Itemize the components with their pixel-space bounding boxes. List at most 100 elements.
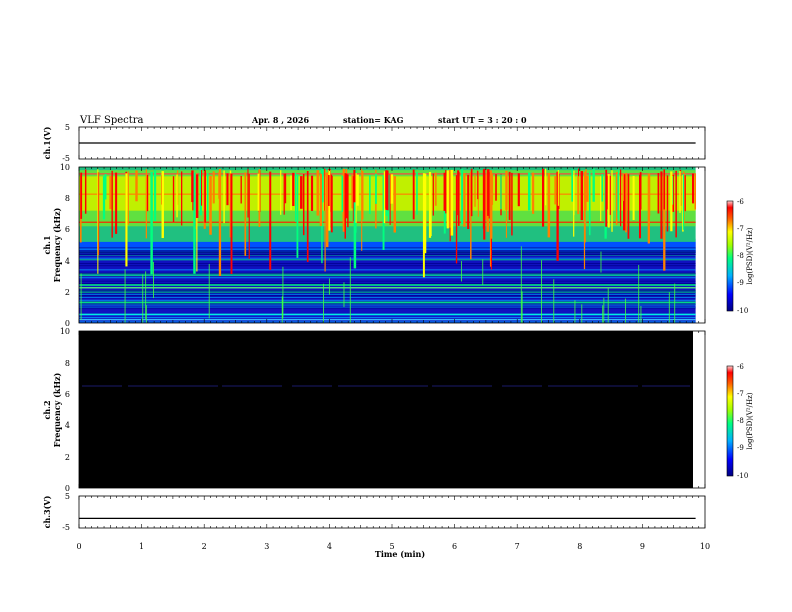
ch2-freq-tick-6: 6 — [65, 390, 70, 399]
ch1-spike — [553, 279, 555, 323]
ch2-cb-tick-m9: -9 — [737, 444, 744, 452]
ch1-burst — [620, 169, 622, 227]
ch1-low-band-streak — [79, 251, 696, 253]
ch1-burst — [345, 173, 348, 219]
ch1-burst — [204, 170, 206, 223]
ch1-low-band-streak — [79, 307, 696, 309]
ch1-spike — [282, 266, 284, 319]
ch1-burst — [104, 173, 107, 200]
x-tick-label: 8 — [577, 542, 582, 551]
ch1-burst — [558, 174, 560, 210]
ch1-burst — [191, 170, 194, 203]
ch1-burst — [422, 173, 425, 278]
ch1-burst — [554, 175, 557, 205]
ch1-burst — [294, 172, 297, 222]
ch2-cb-tick-m8: -8 — [737, 417, 744, 425]
ch1-burst — [585, 169, 587, 211]
ch1-burst — [692, 173, 695, 204]
ch3-ytick-bottom: -5 — [62, 523, 70, 532]
ch2-cb-tick-m10: -10 — [737, 472, 748, 480]
ch1-burst — [505, 175, 507, 238]
ch1-cb-tick-m7: -7 — [737, 225, 744, 233]
ch1-burst — [450, 169, 454, 236]
ch3-ytick-top: 5 — [65, 492, 70, 501]
ch1-burst — [541, 168, 545, 227]
ch1-burst — [356, 174, 359, 206]
ch1-burst — [618, 169, 620, 221]
ch1-cb-tick-m10: -10 — [737, 307, 748, 315]
ch1-burst — [443, 172, 446, 211]
ch1-tone-line — [79, 319, 696, 321]
ch1-low-band-streak — [79, 293, 696, 295]
ch1-low-band-streak — [79, 273, 696, 275]
ch1-spike — [640, 305, 642, 323]
ch1-burst — [292, 172, 295, 206]
ch1-burst — [485, 174, 487, 220]
ch1-burst — [240, 175, 242, 204]
ch1-low-band-streak — [79, 303, 696, 305]
ch1-low-band-streak — [79, 257, 696, 259]
ch1-spike — [349, 257, 351, 323]
ch1-low-band-streak — [79, 284, 696, 286]
ch1-burst — [586, 175, 589, 202]
ch1-burst — [324, 169, 326, 272]
ch1-burst — [201, 169, 203, 206]
ch1-burst — [390, 174, 394, 204]
ch3-ticks-group — [78, 496, 706, 528]
ch1-burst — [342, 168, 346, 232]
ch1-burst — [269, 171, 272, 270]
x-tick-label: 6 — [452, 542, 457, 551]
ch1-low-band-streak — [79, 262, 696, 264]
ch1-low-band-streak — [79, 299, 696, 301]
ch1-burst — [557, 170, 559, 206]
ch1-burst — [470, 168, 473, 217]
ch1-spike — [602, 305, 604, 323]
x-tick-label: 4 — [327, 542, 332, 551]
ch1-tone-line — [79, 287, 696, 289]
ch1-spike — [581, 304, 583, 323]
ch1-burst — [196, 174, 198, 272]
ch1-burst — [412, 169, 415, 220]
ch1-low-band-streak — [79, 269, 696, 271]
ch1-spike — [124, 269, 126, 323]
date-label: Apr. 8 , 2026 — [251, 115, 309, 125]
ch1-panel-label: ch.1 — [42, 235, 52, 254]
ch1-burst — [115, 172, 118, 234]
ch1-burst — [296, 174, 299, 258]
ch1-burst — [257, 173, 260, 211]
ch1-burst — [660, 171, 663, 239]
ch1-spectrogram-ticks — [78, 167, 706, 323]
ch1-burst — [580, 171, 584, 221]
ch1-low-band-streak — [79, 265, 696, 267]
ch1-burst — [347, 174, 349, 228]
ch1-spectrogram-panel: 0 2 4 6 8 10 ch.1 Frequency (kHz) — [42, 163, 706, 328]
ch2-freq-tick-2: 2 — [65, 453, 70, 462]
ch1-low-band-streak — [79, 302, 696, 304]
ch1-burst — [150, 171, 153, 275]
ch1-low-band-streak — [79, 291, 696, 293]
ch1-low-band-streak — [79, 306, 696, 308]
ch1-low-band-streak — [79, 289, 696, 291]
x-tick-label: 2 — [202, 542, 207, 551]
x-tick-label: 10 — [700, 542, 710, 551]
ch1-burst — [622, 173, 624, 201]
ch1-burst — [694, 173, 697, 210]
ch1-burst — [361, 170, 364, 220]
ch1-burst — [353, 174, 357, 269]
ch1-burst — [161, 171, 164, 239]
ch1-spike — [574, 300, 576, 323]
ch1-burst — [146, 174, 149, 212]
ch1-burst — [457, 171, 460, 226]
ch1-burst — [199, 168, 202, 216]
ch1-low-band-streak — [79, 292, 696, 294]
ch3-waveform-frame — [78, 495, 706, 529]
ch2-freq-tick-8: 8 — [65, 359, 70, 368]
ch1-cb-tick-m8: -8 — [737, 252, 744, 260]
ch1-low-band-streak — [79, 251, 696, 253]
start-time-label: start UT = 3 : 20 : 0 — [438, 115, 527, 125]
ch1-spike — [145, 271, 147, 320]
ch1-burst — [672, 174, 675, 212]
ch1-spike — [328, 278, 330, 295]
ch1-burst — [145, 169, 147, 239]
ch1-burst — [353, 169, 356, 203]
